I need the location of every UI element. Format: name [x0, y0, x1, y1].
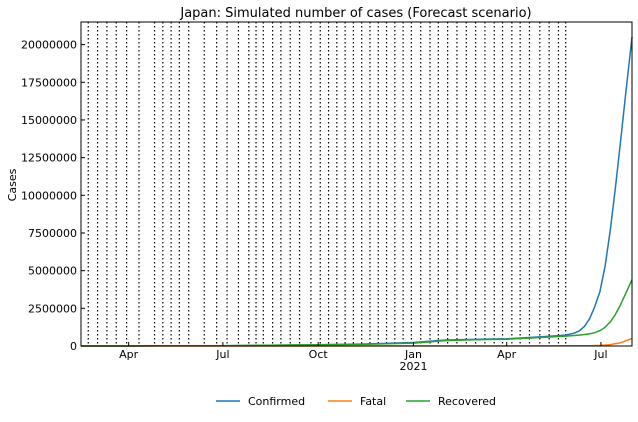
- y-tick-label: 0: [70, 340, 77, 353]
- y-tick-label: 7500000: [28, 227, 77, 240]
- y-axis-label: Cases: [6, 168, 19, 201]
- y-tick-label: 10000000: [21, 189, 77, 202]
- x-tick-label: Jul: [593, 348, 607, 361]
- plot-area: 0 2500000 5000000 7500000 10000000 12500000 15…: [21, 21, 633, 373]
- y-tick-label: 12500000: [21, 152, 77, 165]
- y-tick-label: 15000000: [21, 114, 77, 127]
- x-tick-label: Oct: [309, 348, 329, 361]
- x-tick-label: Jan: [404, 348, 422, 361]
- y-tick-label: 2500000: [28, 302, 77, 315]
- chart-title: Japan: Simulated number of cases (Foreca…: [179, 6, 531, 21]
- y-tick-label: 20000000: [21, 39, 77, 52]
- legend-label-fatal: Fatal: [360, 395, 386, 408]
- legend-label-recovered: Recovered: [438, 395, 496, 408]
- y-tick-label: 5000000: [28, 265, 77, 278]
- legend: Confirmed Fatal Recovered: [216, 395, 496, 408]
- legend-label-confirmed: Confirmed: [248, 395, 305, 408]
- x-tick-sublabel: 2021: [399, 360, 427, 373]
- y-tick-label: 17500000: [21, 76, 77, 89]
- x-tick-label: Apr: [119, 348, 139, 361]
- x-tick-label: Jul: [215, 348, 229, 361]
- x-tick-label: Apr: [497, 348, 517, 361]
- series-line-recovered: [81, 279, 633, 347]
- plot-frame: [80, 21, 633, 347]
